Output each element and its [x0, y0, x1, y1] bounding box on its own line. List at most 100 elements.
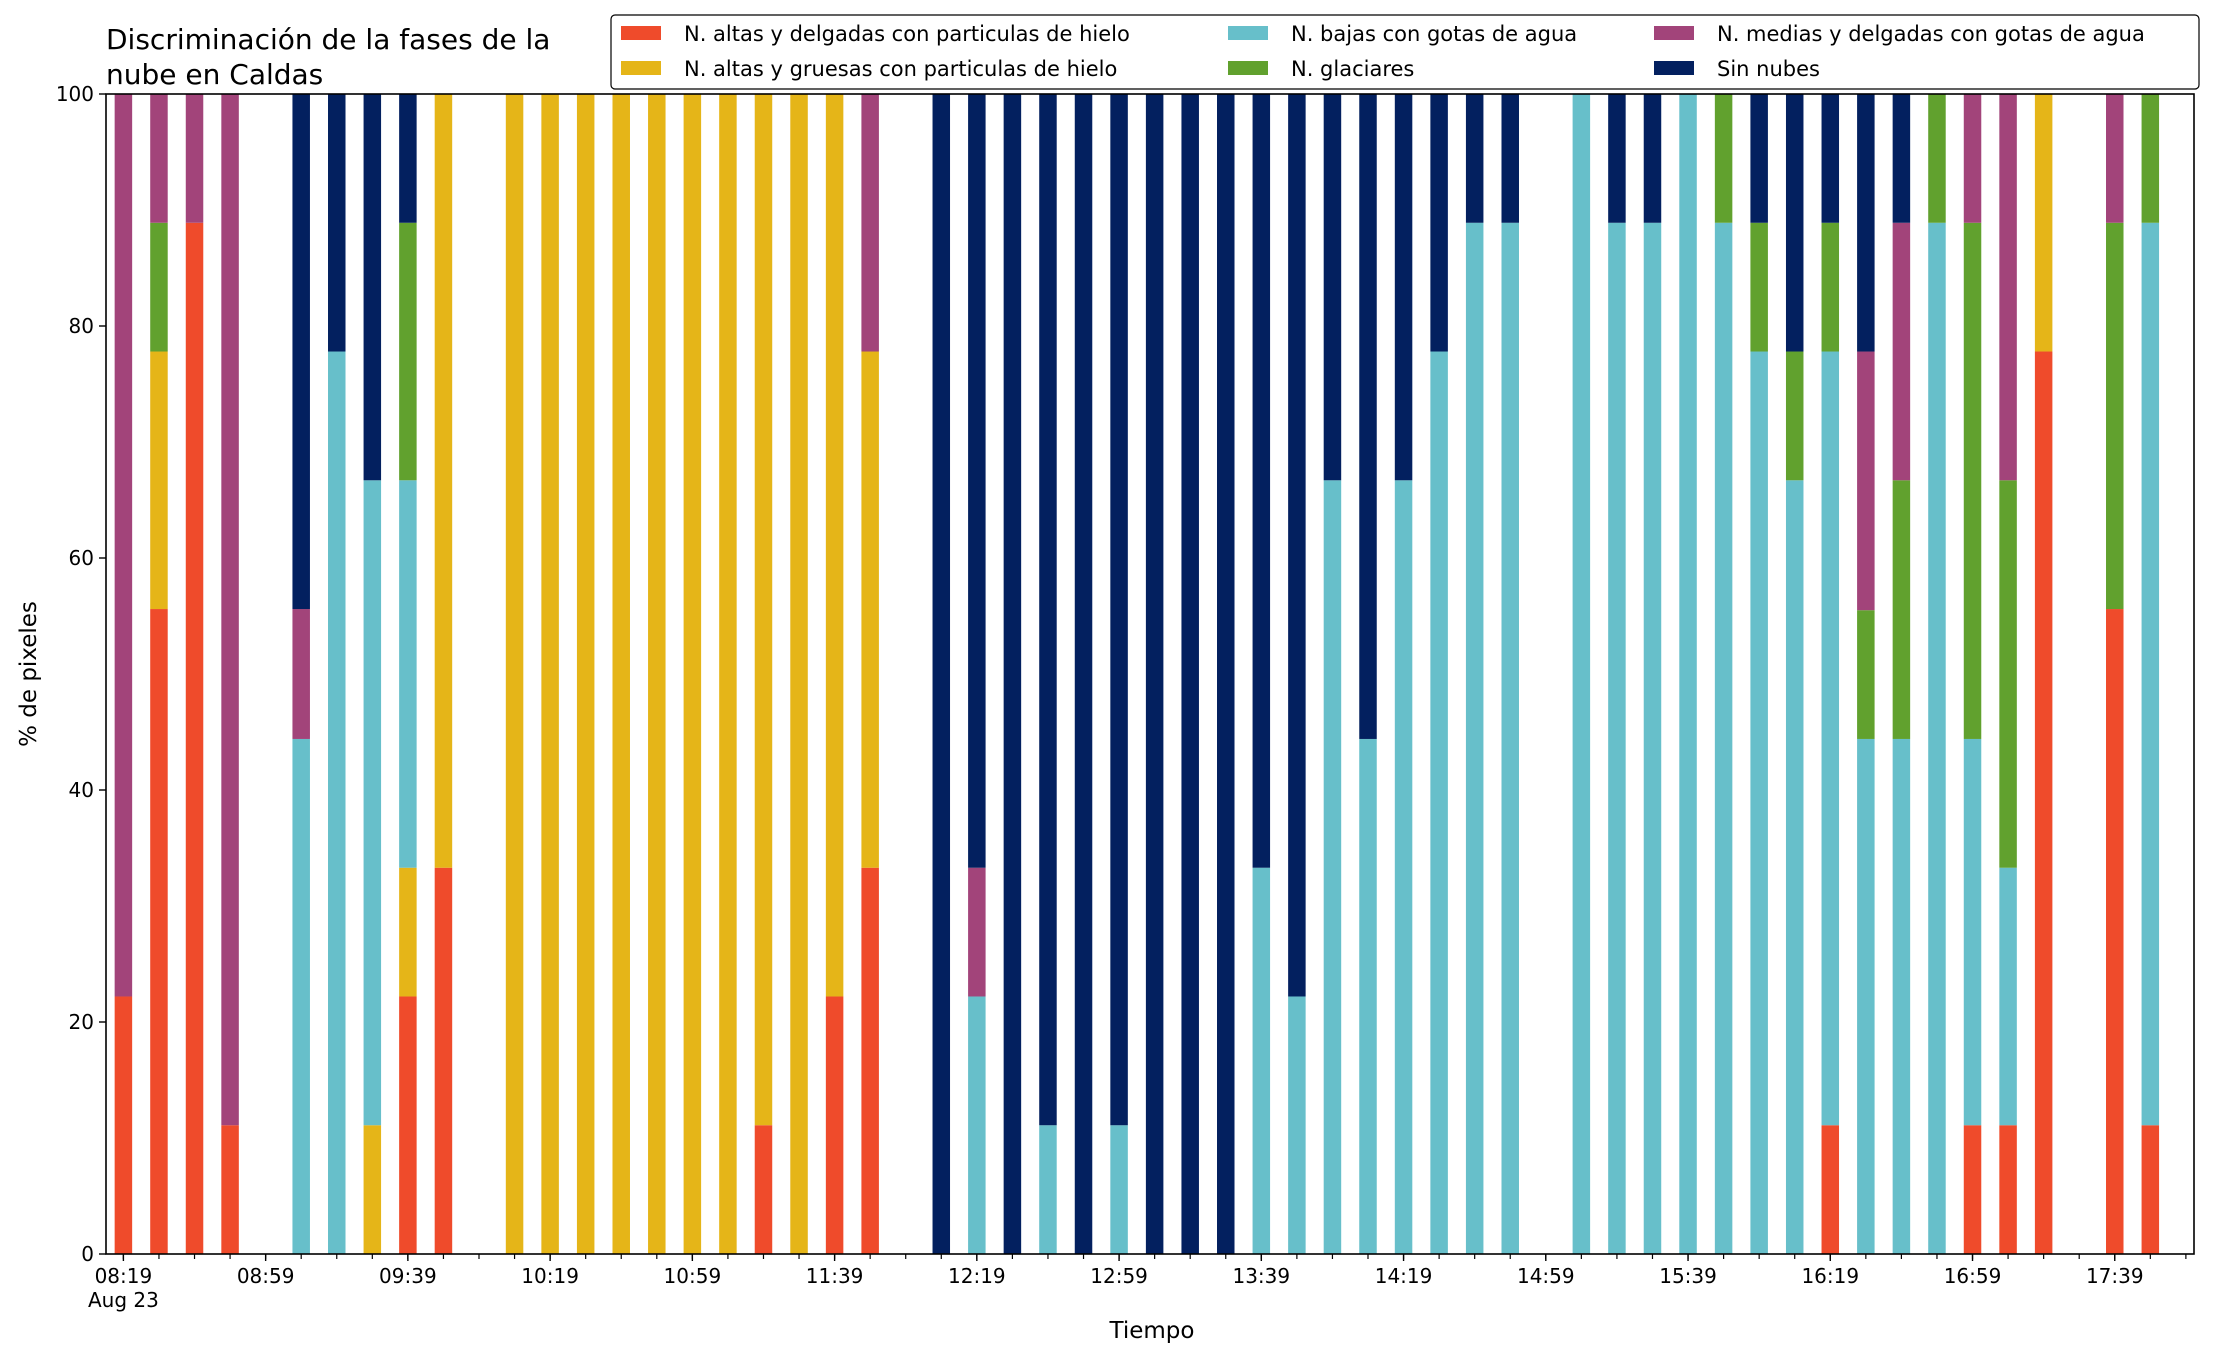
bar-segment — [185, 94, 204, 223]
legend-swatch — [621, 26, 661, 40]
bar-segment — [1323, 480, 1342, 1254]
bar-segment — [1892, 222, 1911, 481]
bar-segment — [1359, 738, 1377, 1254]
y-tick-label: 80 — [69, 314, 94, 338]
bar-segment — [1074, 94, 1093, 1254]
bar-segment — [1394, 480, 1413, 1254]
bar-segment — [1963, 1125, 1982, 1254]
bar-segment — [2141, 94, 2160, 223]
bar-segment — [968, 996, 986, 1254]
bar-segment — [1785, 94, 1804, 352]
chart-title-line-1: Discriminación de la fases de la — [106, 23, 550, 56]
bar-segment — [1643, 94, 1662, 223]
bar-segment — [719, 94, 737, 1254]
bar-segment — [150, 351, 168, 610]
bar-segment — [2106, 94, 2124, 223]
bar-segment — [150, 94, 168, 223]
bar-segment — [2141, 222, 2160, 1126]
legend-swatch — [1654, 26, 1694, 40]
bar-segment — [399, 480, 417, 868]
y-tick-label: 40 — [69, 778, 94, 802]
bar-segment — [1821, 222, 1840, 352]
legend-swatch — [621, 61, 661, 75]
bar-segment — [1288, 996, 1306, 1254]
bar-segment — [932, 94, 951, 1254]
bar-segment — [968, 94, 986, 868]
bar-segment — [1821, 351, 1840, 1126]
legend-box — [610, 14, 2200, 90]
bar-segment — [114, 996, 133, 1254]
bar-segment — [1323, 94, 1342, 481]
bar-segment — [1608, 222, 1626, 1254]
bar-segment — [399, 996, 417, 1254]
bar-segment — [1999, 867, 2017, 1126]
bar-segment — [1252, 94, 1271, 868]
bar-segment — [541, 94, 559, 1254]
bar-segment — [221, 94, 239, 1126]
bar-segment — [683, 94, 702, 1254]
plot-area-frame — [105, 93, 2195, 1255]
bar-segment — [2034, 94, 2053, 352]
bar-segment — [1181, 94, 1199, 1254]
legend-swatch — [1228, 26, 1268, 40]
bar-segment — [861, 351, 879, 868]
bar-segment — [1999, 94, 2017, 481]
bar-segment — [2034, 351, 2053, 1254]
bar-segment — [861, 867, 879, 1254]
legend: N. altas y delgadas con particulas de hi… — [610, 14, 2200, 90]
legend-label: N. glaciares — [1291, 57, 1414, 81]
bar-segment — [363, 480, 382, 1126]
bar-segment — [1110, 1125, 1128, 1254]
bar-segment — [2106, 222, 2124, 610]
bar-segment — [185, 222, 204, 1254]
bar-segment — [292, 94, 310, 610]
legend-label: N. altas y delgadas con particulas de hi… — [684, 22, 1130, 46]
bar-segment — [1999, 1125, 2017, 1254]
bar-segment — [1679, 94, 1697, 1254]
x-tick-label: 17:39 — [2086, 1264, 2144, 1288]
x-tick-label: 13:39 — [1232, 1264, 1290, 1288]
bar-segment — [790, 94, 808, 1254]
x-tick-label: 08:19 — [95, 1264, 153, 1288]
bar-segment — [1963, 222, 1982, 739]
x-tick-label: 12:59 — [1090, 1264, 1148, 1288]
y-tick-label: 100 — [56, 82, 94, 106]
bar-segment — [1999, 480, 2017, 868]
bar-segment — [1750, 94, 1768, 223]
bar-segment — [825, 996, 844, 1254]
bar-segment — [328, 94, 346, 352]
bar-segment — [1394, 94, 1413, 481]
bar-segment — [1714, 94, 1733, 223]
bar-segment — [1572, 94, 1591, 1254]
y-tick-label: 20 — [69, 1010, 94, 1034]
bar-segment — [754, 94, 773, 1126]
bar-segment — [1892, 94, 1911, 223]
x-tick-label: 08:59 — [237, 1264, 295, 1288]
bar-segment — [1821, 94, 1840, 223]
bar-segment — [754, 1125, 773, 1254]
bar-segment — [1714, 222, 1733, 1254]
y-axis-label: % de pixeles — [16, 601, 42, 747]
x-tick-label: 15:39 — [1659, 1264, 1717, 1288]
x-axis-label: Tiempo — [1109, 1318, 1195, 1344]
bar-segment — [1003, 94, 1022, 1254]
bar-segment — [1430, 351, 1448, 1254]
bar-segment — [576, 94, 595, 1254]
x-tick-label: 09:39 — [379, 1264, 437, 1288]
bar-segment — [1785, 351, 1804, 481]
bar-segment — [2141, 1125, 2160, 1254]
bar-segment — [399, 94, 417, 223]
legend-label: N. bajas con gotas de agua — [1291, 22, 1577, 46]
legend-label: Sin nubes — [1717, 57, 1820, 81]
bar-segment — [150, 222, 168, 352]
bar-segment — [363, 1125, 382, 1254]
y-tick-label: 60 — [69, 546, 94, 570]
bar-segment — [612, 94, 630, 1254]
bar-segment — [399, 222, 417, 481]
bar-segment — [1430, 94, 1448, 352]
bar-segment — [968, 867, 986, 997]
bar-segment — [1110, 94, 1128, 1126]
bar-segment — [1857, 738, 1875, 1254]
bar-segment — [1892, 480, 1911, 739]
